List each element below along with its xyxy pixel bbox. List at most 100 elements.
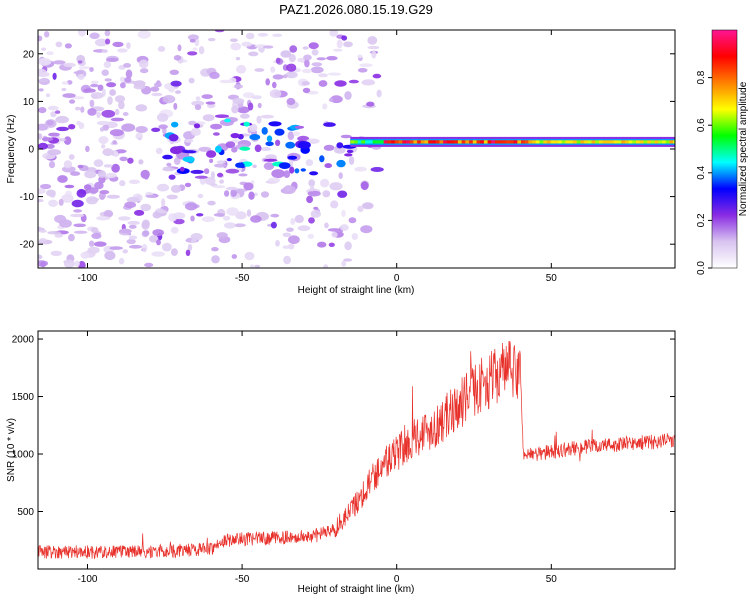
spectrogram-speckle bbox=[101, 49, 108, 53]
spectrogram-speckle bbox=[215, 114, 229, 118]
carrier-line-segment bbox=[598, 140, 603, 144]
spectrogram-speckle bbox=[322, 190, 331, 198]
snr-xlabel: Height of straight line (km) bbox=[298, 584, 415, 595]
spectrogram-speckle bbox=[94, 38, 108, 47]
spectrogram-speckle bbox=[115, 108, 120, 116]
spectrogram-speckle bbox=[329, 182, 343, 191]
spectrogram-speckle bbox=[94, 181, 104, 190]
carrier-line-segment bbox=[613, 140, 618, 144]
spectrogram-speckle bbox=[254, 68, 265, 72]
carrier-line-segment bbox=[595, 140, 600, 144]
spectrogram-speckle bbox=[63, 136, 72, 145]
spectrogram-speckle bbox=[38, 142, 48, 150]
spectrogram-speckle bbox=[177, 44, 182, 52]
spectrogram-ylabel: Frequency (Hz) bbox=[6, 115, 17, 184]
spectrogram-speckle bbox=[316, 57, 326, 61]
carrier-line-segment bbox=[528, 140, 533, 144]
spectrogram-speckle bbox=[269, 89, 282, 99]
spectrogram-speckle bbox=[257, 32, 269, 37]
spectrogram-speckle bbox=[207, 200, 216, 206]
spectrogram-speckle bbox=[287, 131, 295, 141]
carrier-line-segment bbox=[650, 140, 655, 144]
spectrogram-speckle bbox=[55, 115, 69, 124]
spectrogram-speckle bbox=[113, 150, 119, 158]
spectrogram-speckle bbox=[76, 188, 87, 198]
spectrogram-speckle bbox=[38, 71, 50, 78]
spectrogram-speckle bbox=[175, 90, 181, 94]
spectrogram-speckle bbox=[187, 244, 193, 252]
spectrogram-speckle bbox=[168, 86, 175, 93]
spectrogram-speckle bbox=[306, 138, 320, 144]
spectrogram-speckle bbox=[38, 57, 52, 66]
spectrogram-speckle bbox=[68, 154, 75, 160]
spectrogram-speckle bbox=[326, 56, 338, 61]
spectrogram-speckle bbox=[89, 32, 100, 40]
spectrogram-speckle bbox=[77, 60, 83, 64]
spectrogram-speckle bbox=[190, 238, 197, 244]
spectrogram-feature bbox=[249, 134, 261, 141]
spectrogram-speckle bbox=[370, 167, 384, 172]
spectrogram-speckle bbox=[173, 218, 185, 225]
spectrogram-speckle bbox=[96, 216, 110, 221]
spectrogram-speckle bbox=[38, 226, 43, 231]
spectrogram-speckle bbox=[324, 222, 329, 229]
spectrogram-speckle bbox=[270, 66, 276, 73]
spectrogram-speckle bbox=[98, 176, 106, 184]
spectrogram-speckle bbox=[187, 51, 198, 56]
spectrogram-speckle bbox=[231, 254, 237, 259]
colorbar-tick-label: 0.4 bbox=[696, 165, 707, 179]
carrier-line-segment bbox=[409, 140, 414, 144]
spectrogram-speckle bbox=[225, 186, 238, 191]
spectrogram-feature bbox=[275, 139, 281, 146]
spectrogram-speckle bbox=[213, 213, 225, 217]
spectrogram-speckle bbox=[340, 134, 352, 139]
carrier-line-segment bbox=[476, 140, 481, 144]
spectrogram-speckle bbox=[128, 235, 138, 240]
spectrogram-speckle bbox=[330, 200, 339, 209]
spectrogram-speckle bbox=[162, 166, 171, 170]
spectrogram-speckle bbox=[56, 126, 69, 132]
spectrogram-speckle bbox=[244, 251, 255, 261]
spectrogram-feature bbox=[170, 146, 183, 155]
spectrogram-speckle bbox=[271, 169, 285, 179]
spectrogram-speckle bbox=[187, 34, 199, 41]
spectrogram-speckle bbox=[166, 162, 172, 167]
carrier-line-segment bbox=[639, 140, 644, 144]
spectrogram-speckle bbox=[275, 240, 280, 247]
spectrogram-speckle bbox=[324, 163, 333, 169]
carrier-line-segment bbox=[606, 140, 611, 144]
spectrogram-speckle bbox=[214, 30, 225, 33]
spectrogram-speckle bbox=[69, 99, 76, 104]
snr-ylabel: SNR (10 * v/v) bbox=[6, 418, 17, 482]
spectrogram-speckle bbox=[307, 233, 314, 239]
spectrogram-speckle bbox=[126, 42, 131, 49]
spectrogram-feature bbox=[226, 158, 232, 162]
spectrogram-feature bbox=[193, 123, 201, 129]
spectrogram-speckle bbox=[367, 45, 380, 50]
spectrogram-speckle bbox=[124, 77, 132, 83]
spectrogram-feature bbox=[297, 141, 311, 150]
spectrogram-speckle bbox=[124, 201, 137, 209]
spectrogram-speckle bbox=[38, 198, 44, 203]
carrier-line-segment bbox=[658, 140, 663, 144]
carrier-line-segment bbox=[435, 140, 440, 144]
carrier-line-segment bbox=[506, 140, 511, 144]
carrier-line-segment bbox=[454, 140, 459, 144]
carrier-line-segment bbox=[480, 140, 485, 144]
spectrogram-speckle bbox=[328, 72, 341, 76]
carrier-line-segment bbox=[573, 140, 577, 144]
carrier-line-segment bbox=[624, 140, 629, 144]
spectrogram-speckle bbox=[194, 38, 200, 47]
spectrogram-speckle bbox=[106, 82, 117, 88]
spectrogram-speckle bbox=[304, 59, 310, 68]
spectrogram-speckle bbox=[127, 220, 140, 225]
spectrogram-speckle bbox=[104, 251, 116, 261]
spectrogram-speckle bbox=[348, 217, 357, 224]
spectrogram-feature bbox=[278, 162, 291, 170]
spectrogram-speckle bbox=[47, 149, 61, 156]
spectrogram-speckle bbox=[118, 100, 125, 110]
spectrogram-speckle bbox=[366, 101, 375, 107]
spectrogram-speckle bbox=[310, 184, 315, 192]
x-tick-label: -50 bbox=[235, 273, 250, 284]
